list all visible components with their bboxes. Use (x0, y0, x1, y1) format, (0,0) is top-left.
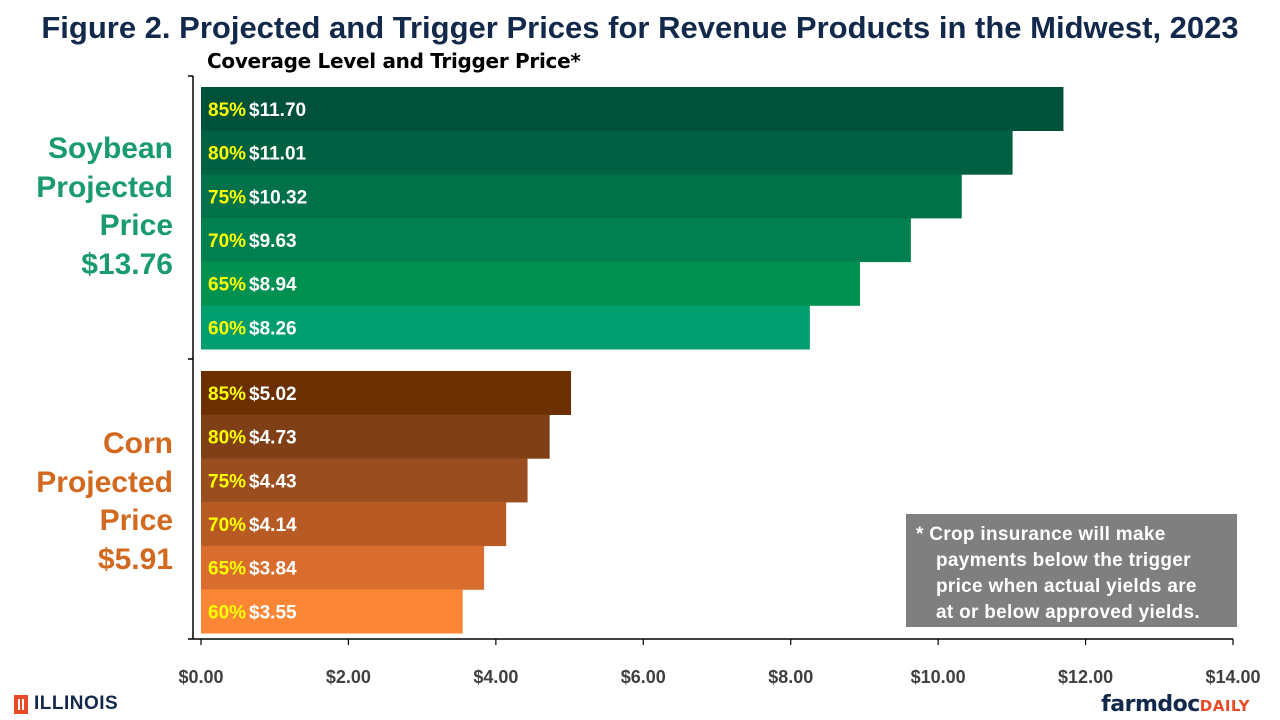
soybean-label-line: Projected (36, 170, 173, 204)
chart-subtitle: Coverage Level and Trigger Price* (207, 49, 581, 73)
trigger-price-label: $10.32 (249, 187, 307, 208)
coverage-level-label: 75% (208, 187, 246, 208)
bar-data-label: 80% $11.01 (208, 144, 307, 165)
corn-label-line: Projected (36, 465, 173, 499)
trigger-price-label: $4.73 (249, 428, 297, 449)
x-tick-label: $12.00 (1058, 667, 1113, 687)
footnote-line: * Crop insurance will make (916, 524, 1166, 545)
x-tick-label: $6.00 (621, 667, 666, 687)
coverage-level-label: 65% (208, 559, 246, 580)
footnote-line: payments below the trigger (936, 550, 1191, 571)
coverage-level-label: 70% (208, 231, 246, 252)
bar-data-label: 75% $4.43 (208, 471, 297, 492)
bar-corn-70 (201, 502, 507, 547)
trigger-price-label: $9.63 (249, 231, 297, 252)
bar-corn-65 (201, 545, 485, 590)
trigger-price-label: $5.02 (249, 384, 297, 405)
bar-data-label: 85% $11.70 (208, 100, 306, 121)
coverage-level-label: 80% (208, 144, 246, 165)
trigger-price-label: $8.26 (249, 318, 297, 339)
bar-data-label: 85% $5.02 (208, 384, 297, 405)
x-tick-label: $8.00 (768, 667, 813, 687)
bar-data-label: 65% $8.94 (208, 275, 297, 296)
coverage-level-label: 60% (208, 602, 246, 623)
x-tick-label: $14.00 (1205, 667, 1260, 687)
corn-label-line: Price (99, 504, 173, 537)
bar-soybean-85 (201, 87, 1064, 131)
bar-data-label: 65% $3.84 (208, 559, 297, 580)
bar-soybean-75 (201, 174, 962, 219)
trigger-price-label: $3.84 (249, 559, 297, 580)
trigger-price-label: $3.55 (249, 602, 297, 623)
bar-soybean-65 (201, 261, 861, 306)
bar-data-label: 80% $4.73 (208, 428, 297, 449)
corn-group-label: Corn Projected Price $5.91 (36, 425, 173, 579)
soybean-label-line: Soybean (47, 132, 173, 165)
farmdoc-logo: farmdocDAILY (1101, 692, 1250, 717)
coverage-level-label: 75% (208, 471, 246, 492)
bar-soybean-60 (201, 305, 810, 350)
coverage-level-label: 65% (208, 275, 246, 296)
x-tick-label: $2.00 (326, 667, 371, 687)
soybean-group-label: Soybean Projected Price $13.76 (36, 130, 173, 284)
bar-soybean-80 (201, 130, 1013, 175)
trigger-price-label: $11.70 (249, 100, 306, 121)
corn-label-line: Corn (103, 427, 173, 460)
illinois-block-i-icon (14, 694, 28, 714)
x-tick-label: $4.00 (473, 667, 518, 687)
bar-corn-80 (201, 414, 550, 459)
bar-soybean-70 (201, 218, 911, 263)
coverage-level-label: 60% (208, 318, 246, 339)
corn-label-line: $5.91 (97, 542, 173, 576)
bar-data-label: 60% $3.55 (208, 602, 297, 623)
coverage-level-label: 70% (208, 515, 246, 536)
chart-title: Figure 2. Projected and Trigger Prices f… (41, 10, 1239, 45)
footnote-line: at or below approved yields. (936, 602, 1200, 623)
x-tick-label: $0.00 (178, 667, 223, 687)
illinois-logo: ILLINOIS (14, 693, 118, 715)
bar-data-label: 70% $4.14 (208, 515, 297, 536)
footnote-box: * Crop insurance will make payments belo… (906, 514, 1237, 627)
soybean-label-line: $13.76 (81, 247, 173, 281)
farmdoc-daily-wordmark: DAILY (1199, 697, 1250, 715)
footnote-line: price when actual yields are (936, 576, 1197, 597)
soybean-label-line: Price (99, 209, 173, 242)
coverage-level-label: 85% (208, 100, 246, 121)
farmdoc-wordmark: farmdoc (1101, 692, 1200, 717)
trigger-price-label: $11.01 (249, 144, 306, 165)
trigger-price-label: $4.43 (249, 471, 297, 492)
bar-corn-75 (201, 458, 528, 503)
bar-data-label: 70% $9.63 (208, 231, 297, 252)
coverage-level-label: 85% (208, 384, 246, 405)
bar-data-label: 60% $8.26 (208, 318, 297, 339)
illinois-wordmark: ILLINOIS (34, 693, 119, 714)
coverage-level-label: 80% (208, 428, 246, 449)
trigger-price-label: $4.14 (249, 515, 297, 536)
x-tick-label: $10.00 (911, 667, 966, 687)
bar-corn-60 (201, 589, 463, 634)
trigger-price-label: $8.94 (249, 275, 297, 296)
bar-corn-85 (201, 371, 572, 415)
bar-data-label: 75% $10.32 (208, 187, 307, 208)
